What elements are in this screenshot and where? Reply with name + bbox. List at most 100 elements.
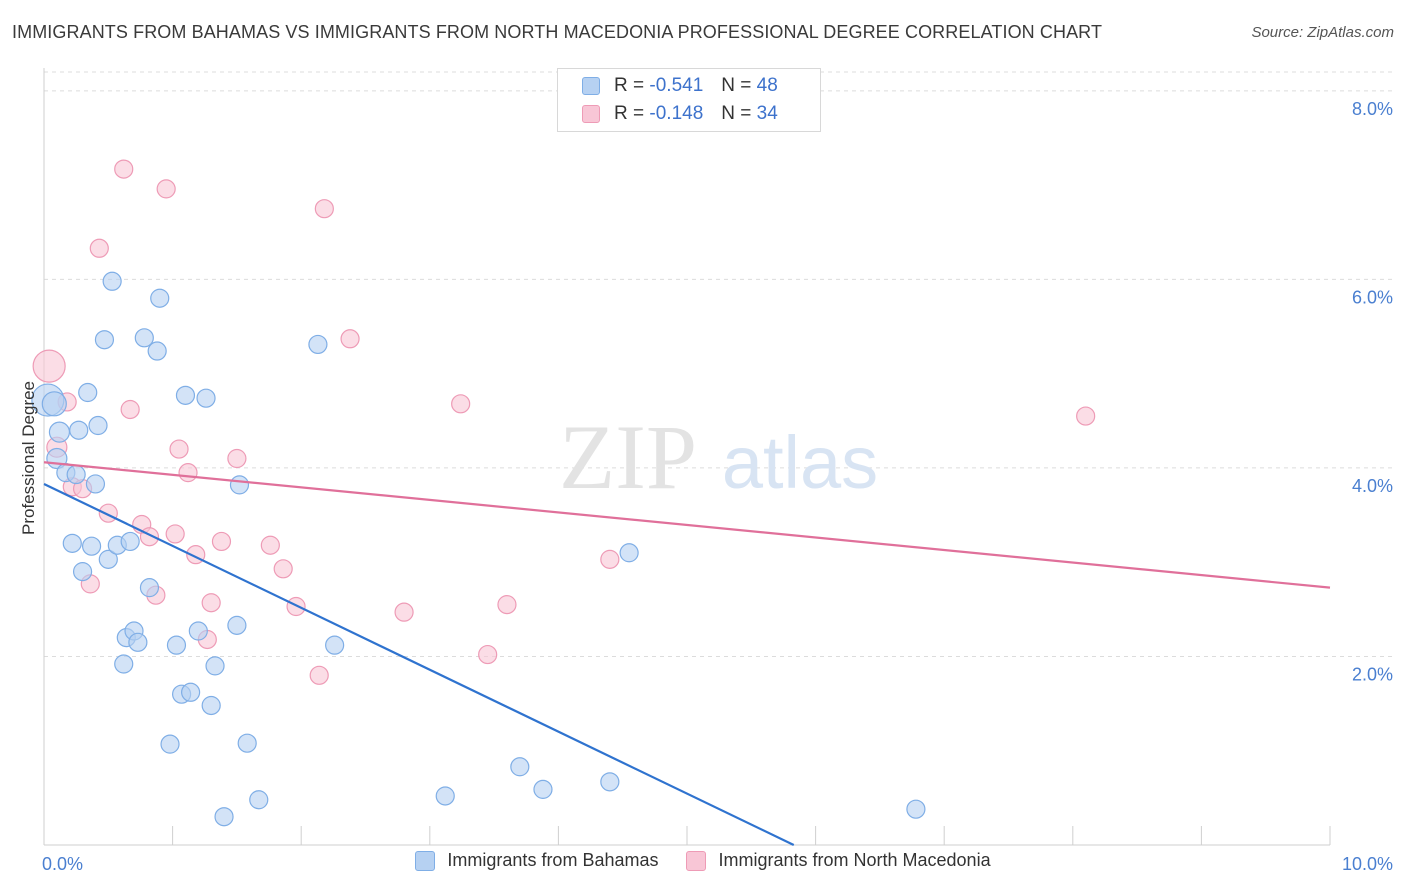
data-point — [114, 159, 134, 179]
data-point — [94, 330, 115, 350]
data-point — [205, 656, 225, 676]
data-point — [120, 399, 140, 420]
trend-lines — [43, 461, 1331, 846]
data-point — [156, 179, 176, 199]
legend-row-north-macedonia: R = -0.148 N = 34 — [582, 102, 778, 126]
data-point — [435, 786, 455, 806]
legend-r-value: -0.148 — [649, 103, 704, 124]
data-point — [201, 593, 221, 613]
y-tick-label: 4.0% — [1352, 476, 1393, 496]
data-point — [139, 578, 160, 598]
data-point — [175, 385, 196, 405]
data-point — [114, 654, 134, 674]
data-point — [72, 562, 93, 582]
data-point — [169, 439, 189, 459]
correlation-legend: R = -0.541 N = 48 R = -0.148 N = 34 — [557, 68, 821, 132]
axes — [43, 68, 1331, 846]
legend-swatch-blue — [582, 77, 600, 95]
legend-swatch-blue — [415, 850, 436, 871]
gridlines — [44, 71, 1392, 657]
series-bahamas-points — [31, 271, 926, 827]
data-point — [62, 533, 82, 553]
data-point — [497, 595, 517, 615]
y-tick-label: 8.0% — [1352, 99, 1393, 119]
data-point — [134, 328, 154, 348]
data-point — [619, 543, 639, 563]
data-point — [600, 549, 620, 569]
data-point — [188, 621, 208, 641]
source-credit: Source: ZipAtlas.com — [1251, 24, 1394, 41]
data-point — [340, 329, 360, 349]
trend-line-blue — [43, 482, 795, 846]
data-point — [600, 772, 620, 792]
series-legend: Immigrants from Bahamas Immigrants from … — [0, 850, 1406, 871]
data-point — [181, 682, 201, 702]
data-point — [478, 644, 498, 665]
data-point — [147, 341, 167, 361]
data-point — [85, 474, 106, 494]
legend-row-bahamas: R = -0.541 N = 48 — [582, 74, 778, 98]
y-tick-label: 6.0% — [1352, 287, 1393, 307]
data-point — [98, 549, 118, 569]
data-point — [66, 464, 86, 485]
tick-labels: 2.0% 4.0% 6.0% 8.0% 0.0% 10.0% — [42, 99, 1393, 874]
legend-r-value: -0.541 — [649, 75, 704, 96]
data-point — [308, 334, 328, 355]
legend-label-bahamas: Immigrants from Bahamas — [447, 850, 659, 870]
data-point — [166, 635, 187, 655]
watermark: ZIP atlas — [559, 406, 878, 508]
data-point — [98, 503, 118, 523]
legend-n-value: 48 — [756, 75, 778, 96]
data-point — [41, 391, 67, 417]
data-point — [201, 695, 221, 716]
data-point — [260, 535, 280, 555]
y-axis-label: Professional Degree — [19, 381, 38, 535]
data-point — [128, 632, 148, 652]
data-point — [211, 531, 232, 552]
data-point — [160, 734, 180, 754]
data-point — [273, 559, 293, 579]
data-point — [394, 602, 414, 622]
data-point — [88, 415, 108, 436]
x-tick-label: 0.0% — [42, 854, 83, 874]
data-point — [451, 394, 471, 414]
data-point — [89, 238, 109, 258]
data-point — [214, 807, 234, 827]
trend-line-pink — [43, 461, 1331, 589]
x-tick-label: 10.0% — [1342, 854, 1393, 874]
data-point — [81, 536, 102, 556]
data-point — [249, 790, 269, 810]
legend-swatch-pink — [686, 850, 707, 871]
data-point — [150, 288, 170, 308]
legend-swatch-pink — [582, 105, 600, 123]
data-point — [227, 448, 247, 469]
data-point — [227, 615, 247, 635]
data-point — [325, 635, 345, 655]
data-point — [196, 388, 216, 408]
series-north-macedonia-points — [32, 159, 1096, 685]
legend-n-value: 34 — [756, 103, 778, 124]
data-point — [78, 382, 98, 403]
chart-title: IMMIGRANTS FROM BAHAMAS VS IMMIGRANTS FR… — [12, 22, 1103, 42]
data-point — [1076, 406, 1096, 426]
legend-label-north-macedonia: Immigrants from North Macedonia — [718, 850, 991, 870]
data-point — [69, 420, 89, 440]
legend-r-label: R = — [614, 103, 645, 124]
legend-item-bahamas: Immigrants from Bahamas — [415, 850, 658, 871]
legend-item-north-macedonia: Immigrants from North Macedonia — [686, 850, 991, 871]
legend-r-label: R = — [614, 75, 645, 96]
data-point — [32, 349, 66, 383]
y-tick-label: 2.0% — [1352, 664, 1393, 684]
data-point — [165, 524, 185, 544]
data-point — [314, 199, 334, 219]
legend-n-label: N = — [721, 103, 752, 124]
data-point — [309, 665, 329, 685]
data-point — [229, 475, 250, 495]
data-point — [102, 271, 122, 291]
data-point — [906, 799, 926, 819]
data-point — [48, 421, 71, 443]
data-point — [178, 463, 198, 483]
data-point — [510, 757, 530, 777]
data-point — [237, 733, 257, 753]
